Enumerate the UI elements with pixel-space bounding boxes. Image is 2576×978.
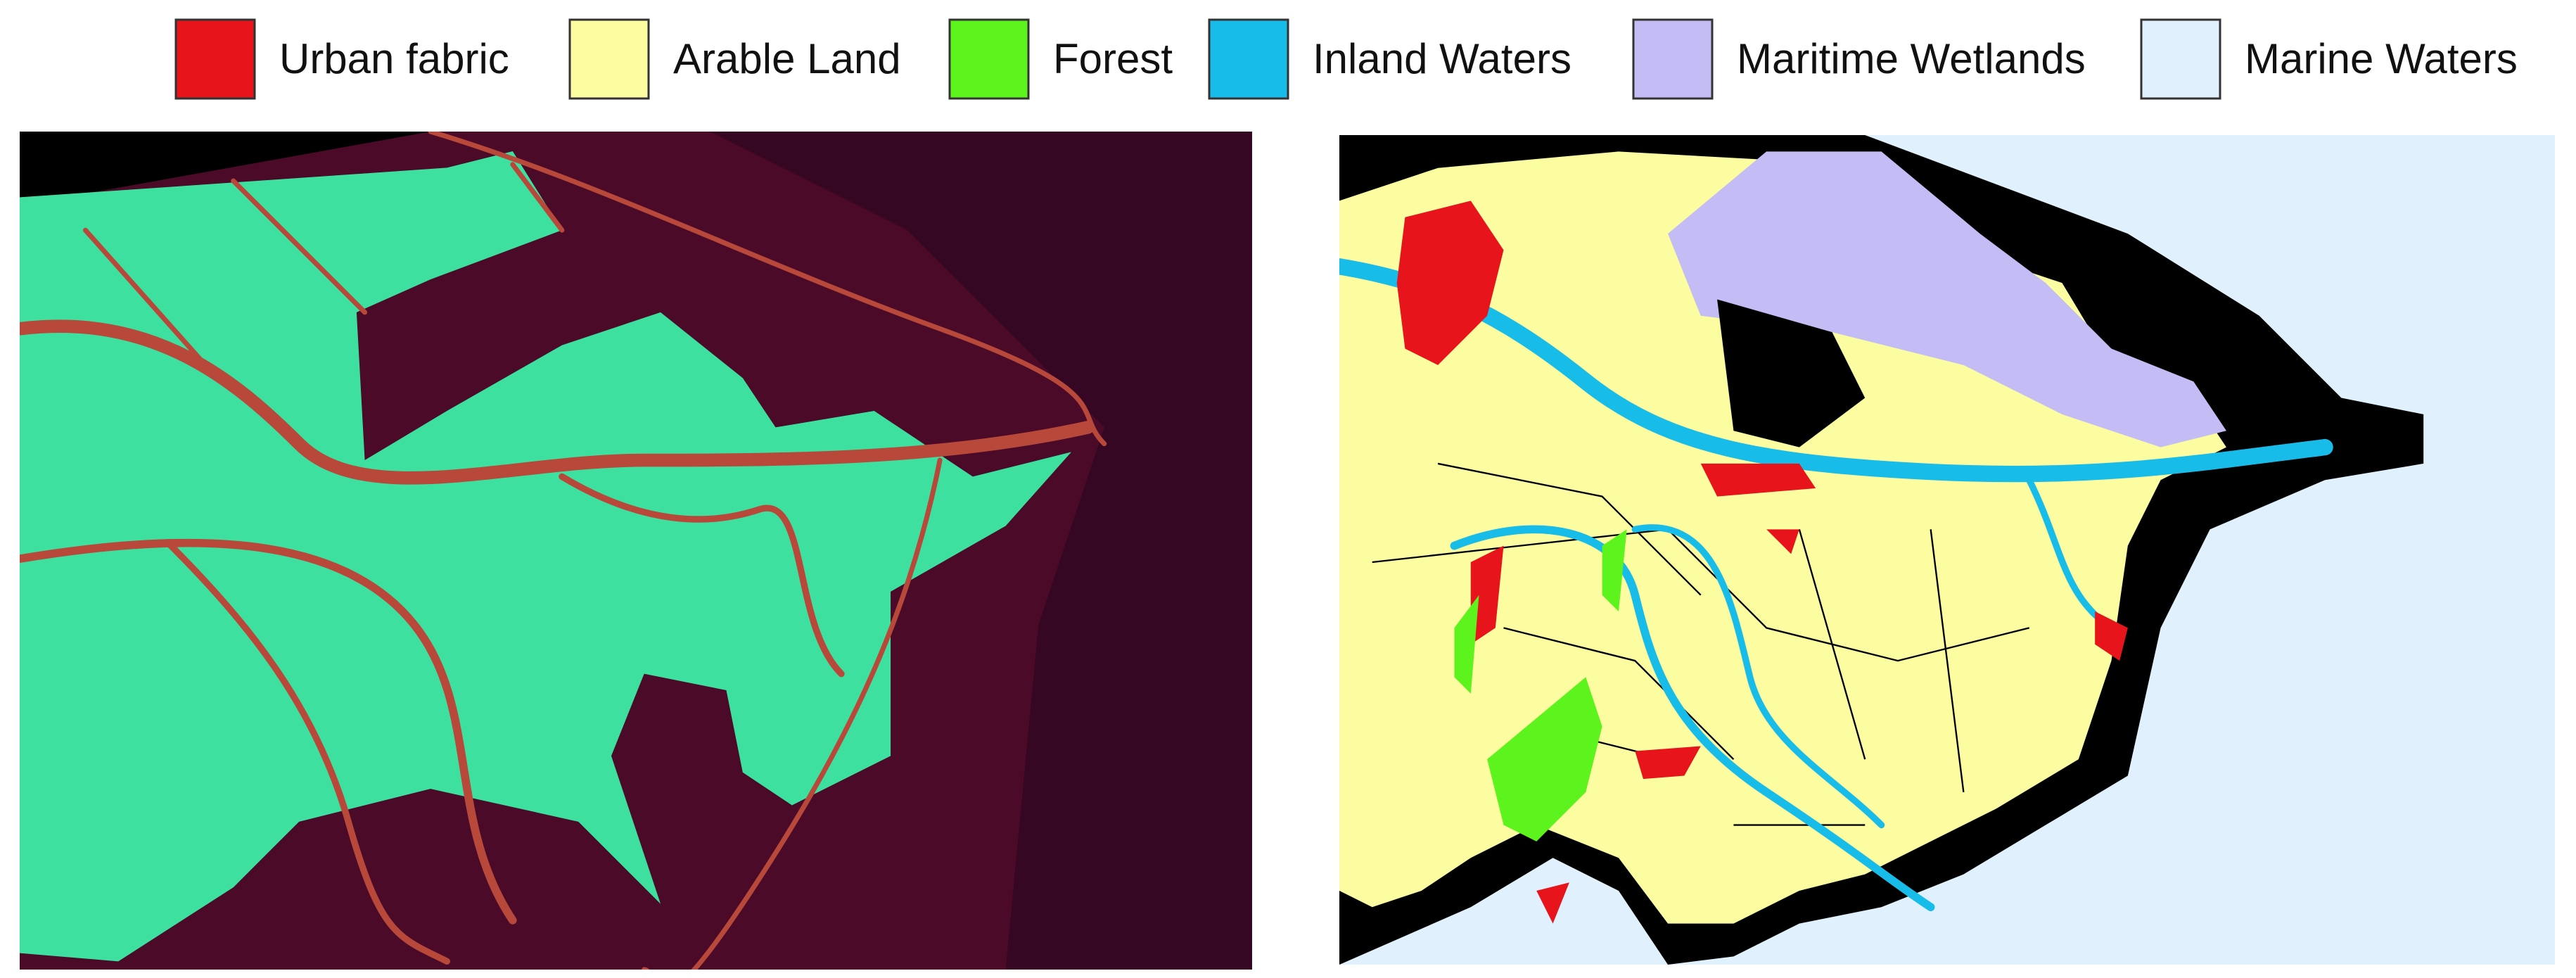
land-cover-map (1339, 135, 2555, 965)
legend-swatch (568, 18, 650, 100)
legend-label: Urban fabric (279, 35, 509, 82)
legend-swatch (2140, 18, 2221, 100)
legend-label: Inland Waters (1313, 35, 1571, 82)
legend-swatch (174, 18, 256, 100)
legend-label: Maritime Wetlands (1737, 35, 2086, 82)
legend-swatch (1632, 18, 1714, 100)
legend-swatch (948, 18, 1030, 100)
legend-swatch (1208, 18, 1289, 100)
legend-label: Marine Waters (2245, 35, 2518, 82)
legend-label: Arable Land (673, 35, 901, 82)
legend: Urban fabric Arable Land Forest Inland Wate… (174, 18, 2518, 100)
satellite-image (20, 132, 1252, 970)
legend-label: Forest (1053, 35, 1173, 82)
